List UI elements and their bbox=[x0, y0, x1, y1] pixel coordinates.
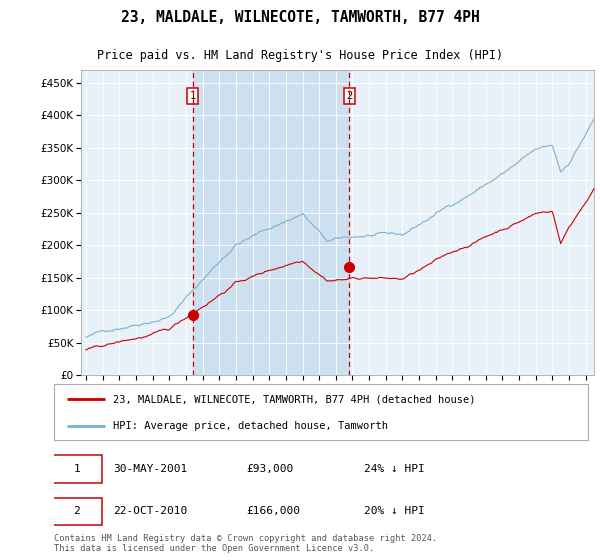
Text: £93,000: £93,000 bbox=[246, 464, 293, 474]
Text: 2: 2 bbox=[74, 506, 80, 516]
Text: 1: 1 bbox=[190, 91, 196, 101]
Text: 1: 1 bbox=[74, 464, 80, 474]
Text: 23, MALDALE, WILNECOTE, TAMWORTH, B77 4PH (detached house): 23, MALDALE, WILNECOTE, TAMWORTH, B77 4P… bbox=[113, 394, 475, 404]
FancyBboxPatch shape bbox=[54, 384, 588, 440]
Text: 24% ↓ HPI: 24% ↓ HPI bbox=[364, 464, 424, 474]
Text: HPI: Average price, detached house, Tamworth: HPI: Average price, detached house, Tamw… bbox=[113, 421, 388, 431]
Text: 22-OCT-2010: 22-OCT-2010 bbox=[113, 506, 187, 516]
FancyBboxPatch shape bbox=[52, 455, 102, 483]
Text: Price paid vs. HM Land Registry's House Price Index (HPI): Price paid vs. HM Land Registry's House … bbox=[97, 49, 503, 62]
Text: Contains HM Land Registry data © Crown copyright and database right 2024.
This d: Contains HM Land Registry data © Crown c… bbox=[54, 534, 437, 553]
Text: 23, MALDALE, WILNECOTE, TAMWORTH, B77 4PH: 23, MALDALE, WILNECOTE, TAMWORTH, B77 4P… bbox=[121, 11, 479, 26]
Bar bbox=[193, 70, 349, 375]
Text: 30-MAY-2001: 30-MAY-2001 bbox=[113, 464, 187, 474]
Text: 20% ↓ HPI: 20% ↓ HPI bbox=[364, 506, 424, 516]
Text: 2: 2 bbox=[346, 91, 352, 101]
FancyBboxPatch shape bbox=[52, 498, 102, 525]
Text: £166,000: £166,000 bbox=[246, 506, 300, 516]
